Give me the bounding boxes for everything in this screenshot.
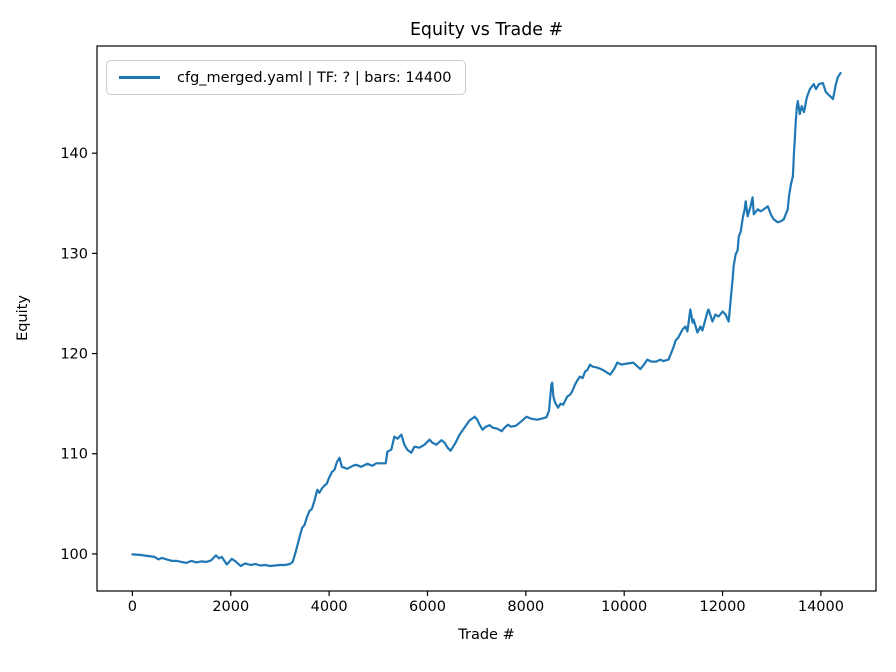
x-tick-label: 10000: [601, 599, 647, 615]
y-tick-label: 130: [60, 246, 88, 262]
x-tick-label: 14000: [798, 599, 844, 615]
legend-line-sample: [119, 76, 160, 79]
y-tick-label: 140: [60, 146, 88, 162]
y-axis-ticks: 100 110 120 130 140: [60, 146, 97, 563]
y-tick-label: 120: [60, 347, 88, 363]
x-axis-label: Trade #: [458, 627, 515, 643]
x-tick-label: 8000: [507, 599, 544, 615]
x-tick-label: 2000: [212, 599, 249, 615]
legend-label: cfg_merged.yaml | TF: ? | bars: 14400: [177, 69, 452, 86]
y-tick-label: 100: [60, 547, 88, 563]
x-tick-label: 12000: [699, 599, 745, 615]
chart-title: Equity vs Trade #: [409, 20, 564, 40]
axes-spines: [96, 45, 877, 592]
x-axis-ticks: 0 2000 4000 6000 8000 10000 12000 14000: [128, 591, 844, 615]
legend: cfg_merged.yaml | TF: ? | bars: 14400: [106, 60, 466, 95]
equity-line: [131, 71, 842, 568]
x-tick-label: 6000: [409, 599, 446, 615]
x-tick-label: 4000: [311, 599, 348, 615]
x-tick-label: 0: [128, 599, 137, 615]
y-tick-label: 110: [60, 447, 88, 463]
